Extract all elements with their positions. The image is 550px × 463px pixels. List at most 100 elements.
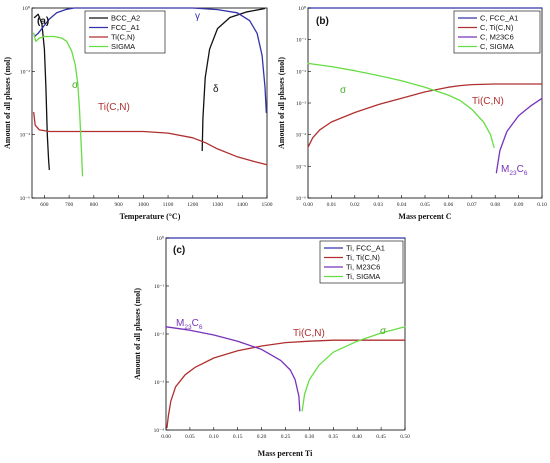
panel-b-x-tick-label-6: 0.06 [444,202,454,208]
panel-a-legend-entry-bcc: BCC_A2 [111,14,140,23]
panel-b-x-tick-label-0: 0.00 [303,202,313,208]
panel-a-x-tick-label-7: 1300 [212,202,223,208]
panel-a-curve-sigma-4 [33,32,84,177]
panel-a-x-tick-label-8: 1400 [237,202,248,208]
panel-b-x-tick-label-9: 0.09 [514,202,524,208]
panel-c-x-tick-label-7: 0.35 [328,434,338,440]
panel-a-sigma-annotation: σ [72,80,79,91]
panel-a-x-tick-label-3: 900 [114,202,123,208]
panel-c-curves [165,237,406,429]
panel-b-x-tick-label-5: 0.05 [420,202,430,208]
panel-c-curve-ti-ti-c-n-1 [166,339,406,429]
panel-c-y-ticks: 10⁰ 10⁻¹ 10⁻² 10⁻³ 10⁻⁴ [154,235,169,434]
panel-c-legend: Ti, FCC_A1 Ti, Ti(C,N) Ti, M23C6 Ti, SIG… [319,240,404,284]
panel-a-x-tick-label-5: 1100 [163,202,174,208]
panel-c-y-tick-label-3: 10⁻³ [154,380,164,386]
panel-c-x-tick-label-2: 0.10 [209,434,219,440]
panel-c-sigma-annotation: σ [380,326,387,337]
panel-c-curve-ti-m23c6-2 [165,326,301,412]
panel-a-legend-entry-sigma: SIGMA [111,42,135,51]
panel-a-x-axis-label: Temperature (°C) [120,212,181,221]
panel-c-x-axis-label: Mass percent Ti [258,449,313,458]
panel-c-x-tick-label-4: 0.20 [257,434,267,440]
panel-b-x-tick-label-7: 0.07 [467,202,477,208]
panel-b-y-ticks: 10⁰ 10⁻¹ 10⁻² 10⁻³ 10⁻⁴ 10⁻⁵ 10⁻⁶ [296,5,311,202]
panel-b-legend-entry-sigma: C, SIGMA [480,42,514,51]
panel-a-x-tick-label-4: 1000 [138,202,149,208]
panel-c-x-tick-label-3: 0.15 [233,434,243,440]
panel-b-x-tick-label-3: 0.03 [373,202,383,208]
panel-b-y-tick-label-6: 10⁻⁶ [296,196,306,202]
panel-b-x-axis-label: Mass percent C [398,212,451,221]
panel-b-legend-entry-m23c6: C, M23C6 [480,33,514,42]
panel-c-ticn-annotation: Ti(C,N) [293,328,325,339]
panel-a-curve-fcc-a1-2 [33,7,267,114]
panel-b-x-tick-label-2: 0.02 [350,202,360,208]
panel-c-y-tick-label-1: 10⁻¹ [154,284,164,290]
panel-a-curve-ti-c-n-3 [33,111,268,166]
panel-c-y-tick-label-0: 10⁰ [156,235,165,242]
panel-a-y-tick-label-2: 10⁻⁴ [20,133,30,139]
panel-b-curve-c-m23c6-2 [495,97,543,174]
panel-b-curve-c-sigma-3 [307,62,495,148]
panel-b-y-tick-label-1: 10⁻¹ [296,38,306,44]
panel-a: 600 700 800 900 1000 1100 1200 1300 1400 1500 10⁰… [3,5,273,221]
panel-a-x-tick-label-0: 600 [40,202,49,208]
panel-a-label: (a) [37,16,49,27]
panel-a-y-tick-label-0: 10⁰ [22,5,31,12]
panel-c-x-tick-label-5: 0.25 [281,434,291,440]
panel-c-x-tick-label-0: 0.00 [161,434,171,440]
panel-c-x-ticks: 0.00 0.05 0.10 0.15 0.20 0.25 0.30 0.35 0.40 0.45… [161,427,410,440]
panel-b-y-tick-label-4: 10⁻⁴ [296,133,306,139]
panel-a-y-tick-label-3: 10⁻⁶ [20,196,30,202]
panel-a-curves [33,7,268,177]
panel-b-x-tick-label-8: 0.08 [490,202,500,208]
panel-a-y-ticks: 10⁰ 10⁻² 10⁻⁴ 10⁻⁶ [20,5,35,202]
panel-a-legend-entry-fcc: FCC_A1 [111,23,140,32]
panel-a-ticn-annotation: Ti(C,N) [98,102,130,113]
panel-c-y-tick-label-2: 10⁻² [154,332,164,338]
panel-b-x-tick-label-4: 0.04 [397,202,407,208]
panel-b-sigma-annotation: σ [340,85,347,96]
panel-b-legend: C, FCC_A1 C, Ti(C,N) C, M23C6 C, SIGMA [453,10,541,54]
panel-a-x-tick-label-1: 700 [65,202,74,208]
panel-b: 0.00 0.01 0.02 0.03 0.04 0.05 0.06 0.07 0.08 0.09… [277,5,547,221]
panel-a-x-ticks: 600 700 800 900 1000 1100 1200 1300 1400 1500 [40,195,273,208]
panel-a-gamma-annotation: γ [195,11,200,22]
panel-b-ticn-annotation: Ti(C,N) [472,96,504,107]
panel-a-x-tick-label-6: 1200 [187,202,198,208]
panel-b-y-tick-label-0: 10⁰ [298,5,307,12]
panel-b-y-axis-label: Amount of all phases (mol) [277,57,286,149]
panel-b-y-tick-label-5: 10⁻⁵ [296,164,306,170]
panel-a-x-tick-label-9: 1500 [262,202,273,208]
panel-c-curve-ti-sigma-3 [301,326,406,412]
panel-a-delta-annotation: δ [213,84,219,95]
panel-a-curve-bcc-a2-1 [201,7,266,152]
panel-c: 0.00 0.05 0.10 0.15 0.20 0.25 0.30 0.35 0.40 0.45… [133,235,410,458]
panel-c-x-tick-label-6: 0.30 [305,434,315,440]
panel-c-legend-entry-fcc: Ti, FCC_A1 [346,244,385,253]
panel-c-m23c6-annotation: M23C6 [176,318,203,331]
panel-b-label: (b) [316,16,329,27]
panel-b-x-ticks: 0.00 0.01 0.02 0.03 0.04 0.05 0.06 0.07 0.08 0.09… [303,195,547,208]
panel-b-y-tick-label-2: 10⁻² [296,69,306,75]
panel-a-legend: BCC_A2 FCC_A1 Ti(C,N) SIGMA [84,10,166,54]
panel-a-x-tick-label-2: 800 [90,202,99,208]
panel-c-x-tick-label-1: 0.05 [185,434,195,440]
panel-a-curve-bcc-a2-0 [33,13,50,171]
panel-c-legend-entry-ticn: Ti, Ti(C,N) [346,253,380,262]
panel-c-y-tick-label-4: 10⁻⁴ [154,428,164,434]
panel-c-legend-entry-m23c6: Ti, M23C6 [346,263,380,272]
panel-a-legend-entry-ticn: Ti(C,N) [111,33,135,42]
panel-b-y-tick-label-3: 10⁻³ [296,101,306,107]
panel-c-x-tick-label-10: 0.50 [400,434,410,440]
panel-b-x-tick-label-10: 0.10 [537,202,547,208]
panel-c-legend-entry-sigma: Ti, SIGMA [346,272,380,281]
panel-b-legend-entry-ticn: C, Ti(C,N) [480,23,514,32]
panel-b-curves [307,7,543,174]
panel-a-y-axis-label: Amount of all phases (mol) [3,57,12,149]
panel-b-m23c6-annotation: M23C6 [501,164,528,177]
panel-b-x-tick-label-1: 0.01 [327,202,337,208]
panel-c-x-tick-label-9: 0.45 [376,434,386,440]
